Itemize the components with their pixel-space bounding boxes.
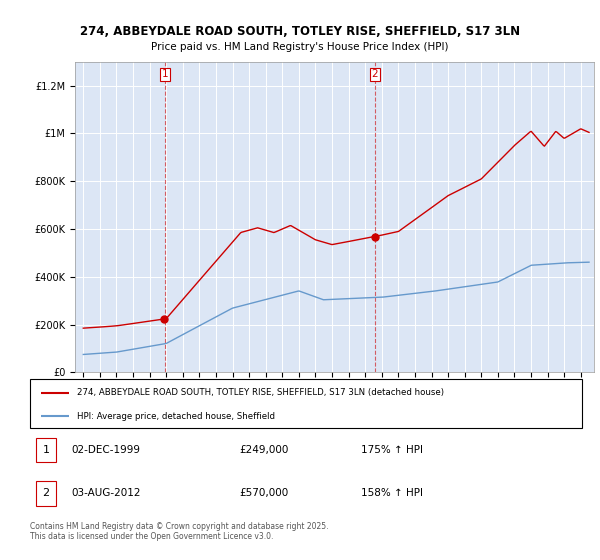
- Text: 274, ABBEYDALE ROAD SOUTH, TOTLEY RISE, SHEFFIELD, S17 3LN: 274, ABBEYDALE ROAD SOUTH, TOTLEY RISE, …: [80, 25, 520, 38]
- FancyBboxPatch shape: [35, 481, 56, 506]
- Text: £249,000: £249,000: [240, 445, 289, 455]
- Text: 2: 2: [43, 488, 50, 498]
- Text: Price paid vs. HM Land Registry's House Price Index (HPI): Price paid vs. HM Land Registry's House …: [151, 42, 449, 52]
- Text: 175% ↑ HPI: 175% ↑ HPI: [361, 445, 423, 455]
- Text: 02-DEC-1999: 02-DEC-1999: [71, 445, 140, 455]
- Text: Contains HM Land Registry data © Crown copyright and database right 2025.
This d: Contains HM Land Registry data © Crown c…: [30, 522, 329, 542]
- Text: 274, ABBEYDALE ROAD SOUTH, TOTLEY RISE, SHEFFIELD, S17 3LN (detached house): 274, ABBEYDALE ROAD SOUTH, TOTLEY RISE, …: [77, 389, 444, 398]
- Text: 1: 1: [43, 445, 50, 455]
- Text: 158% ↑ HPI: 158% ↑ HPI: [361, 488, 423, 498]
- Text: 03-AUG-2012: 03-AUG-2012: [71, 488, 141, 498]
- Text: HPI: Average price, detached house, Sheffield: HPI: Average price, detached house, Shef…: [77, 412, 275, 421]
- Text: 1: 1: [161, 69, 168, 80]
- FancyBboxPatch shape: [30, 379, 582, 428]
- FancyBboxPatch shape: [35, 438, 56, 463]
- Text: 2: 2: [371, 69, 378, 80]
- Text: £570,000: £570,000: [240, 488, 289, 498]
